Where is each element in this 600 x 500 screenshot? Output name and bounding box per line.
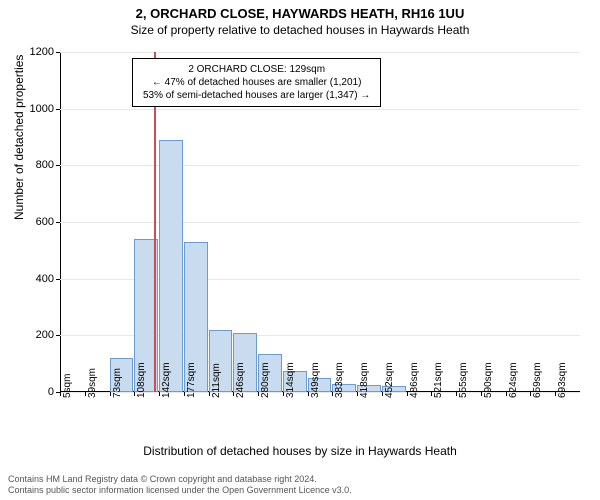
x-tick-mark [506, 392, 507, 396]
plot-area: 0200400600800100012005sqm39sqm73sqm108sq… [60, 52, 580, 392]
x-tick-label: 383sqm [334, 362, 345, 398]
x-tick-label: 555sqm [458, 362, 469, 398]
x-tick-label: 418sqm [359, 362, 370, 398]
grid-line [60, 109, 580, 110]
x-tick-label: 486sqm [409, 362, 420, 398]
y-tick-label: 200 [36, 329, 60, 341]
histogram-bar [159, 140, 183, 392]
x-tick-label: 5sqm [62, 374, 73, 398]
chart-title-1: 2, ORCHARD CLOSE, HAYWARDS HEATH, RH16 1… [0, 0, 600, 21]
grid-line [60, 222, 580, 223]
y-tick-label: 800 [36, 159, 60, 171]
x-tick-mark [407, 392, 408, 396]
x-tick-mark [382, 392, 383, 396]
annotation-line: 53% of semi-detached houses are larger (… [143, 89, 370, 102]
grid-line [60, 52, 580, 53]
x-tick-label: 349sqm [310, 362, 321, 398]
x-tick-mark [283, 392, 284, 396]
x-tick-mark [308, 392, 309, 396]
x-tick-label: 314sqm [285, 362, 296, 398]
x-axis-label: Distribution of detached houses by size … [0, 444, 600, 458]
x-tick-label: 108sqm [136, 362, 147, 398]
x-tick-label: 39sqm [87, 368, 98, 398]
x-tick-label: 659sqm [532, 362, 543, 398]
x-tick-label: 246sqm [235, 362, 246, 398]
x-tick-label: 211sqm [211, 363, 222, 398]
y-tick-label: 600 [36, 216, 60, 228]
x-tick-label: 280sqm [260, 362, 271, 398]
x-tick-label: 452sqm [384, 362, 395, 398]
x-tick-mark [481, 392, 482, 396]
x-tick-mark [258, 392, 259, 396]
x-tick-label: 693sqm [557, 362, 568, 398]
annotation-box: 2 ORCHARD CLOSE: 129sqm← 47% of detached… [132, 58, 381, 107]
x-tick-label: 142sqm [161, 362, 172, 398]
chart-container: 2, ORCHARD CLOSE, HAYWARDS HEATH, RH16 1… [0, 0, 600, 500]
x-tick-label: 624sqm [508, 362, 519, 398]
y-tick-label: 1200 [30, 46, 60, 58]
grid-line [60, 165, 580, 166]
x-tick-mark [110, 392, 111, 396]
x-tick-mark [85, 392, 86, 396]
annotation-line: ← 47% of detached houses are smaller (1,… [143, 76, 370, 89]
x-tick-mark [357, 392, 358, 396]
y-tick-label: 1000 [30, 103, 60, 115]
x-tick-mark [159, 392, 160, 396]
x-tick-label: 590sqm [483, 362, 494, 398]
x-tick-label: 73sqm [112, 368, 123, 398]
footer-line-1: Contains HM Land Registry data © Crown c… [8, 474, 352, 485]
footer-line-2: Contains public sector information licen… [8, 485, 352, 496]
y-axis-label: Number of detached properties [12, 55, 26, 220]
footer-attribution: Contains HM Land Registry data © Crown c… [8, 474, 352, 496]
y-tick-label: 400 [36, 273, 60, 285]
annotation-line: 2 ORCHARD CLOSE: 129sqm [143, 63, 370, 76]
x-tick-mark [60, 392, 61, 396]
x-tick-mark [209, 392, 210, 396]
x-tick-mark [184, 392, 185, 396]
x-tick-label: 177sqm [186, 362, 197, 398]
x-tick-label: 521sqm [433, 362, 444, 398]
y-tick-label: 0 [48, 386, 60, 398]
chart-title-2: Size of property relative to detached ho… [0, 21, 600, 37]
